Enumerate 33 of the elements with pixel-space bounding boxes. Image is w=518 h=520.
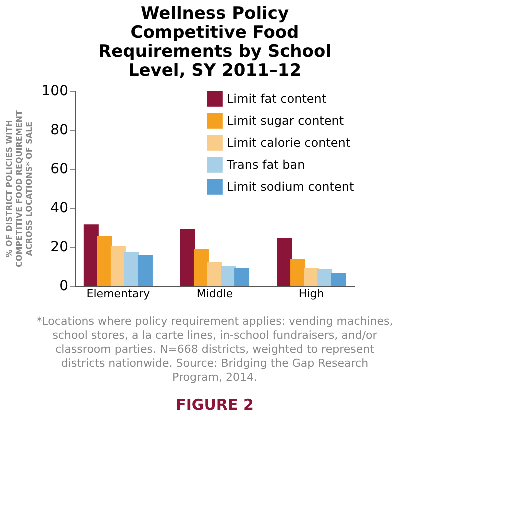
x-tick-label: Elementary [86,288,151,300]
y-tick-label: 60 [50,162,68,178]
y-tick-label: 40 [50,200,68,216]
x-tick-label: Middle [196,288,234,300]
bar [304,268,320,286]
bar [290,259,306,286]
bar [180,229,196,286]
legend-label: Limit calorie content [227,136,351,150]
bar [208,262,222,286]
bar [234,268,250,286]
bar [318,269,333,286]
bar [97,236,112,286]
legend-label: Limit sugar content [227,114,344,128]
bar [84,224,99,286]
bar [138,255,153,286]
legend-label: Trans fat ban [226,158,306,172]
y-tick-label: 80 [50,122,68,138]
y-axis-title: % OF DISTRICT POLICIES WITH COMPETITIVE FOOD REQUIREMENT ACROSS LOCATIONS* OF SALE [4,110,34,268]
legend-label: Limit sodium content [227,180,354,194]
y-tick-label: 20 [50,240,68,256]
bar [277,238,292,286]
bar [221,266,236,286]
bar [110,246,126,286]
y-tick-label: 0 [60,278,68,294]
bar [194,249,209,286]
x-tick-label: High [298,288,324,300]
chart-title: Wellness Policy Competitive Food Requirements by School Level, SY 2011–12 [98,4,332,81]
caption: FIGURE 2 [176,396,254,414]
bar [124,252,140,286]
y-tick-label: 100 [42,84,68,100]
bar [331,273,346,286]
text: *Locations where policy requirement applies: vending machines, school stores, a la carte lines, in-school fundraisers, and/or classroom parties. N=668 districts, weighted to represent districts nationwide. Source: Bridging the Gap Research Program, 2014. [36,315,394,384]
legend-label: Limit fat content [227,92,327,106]
